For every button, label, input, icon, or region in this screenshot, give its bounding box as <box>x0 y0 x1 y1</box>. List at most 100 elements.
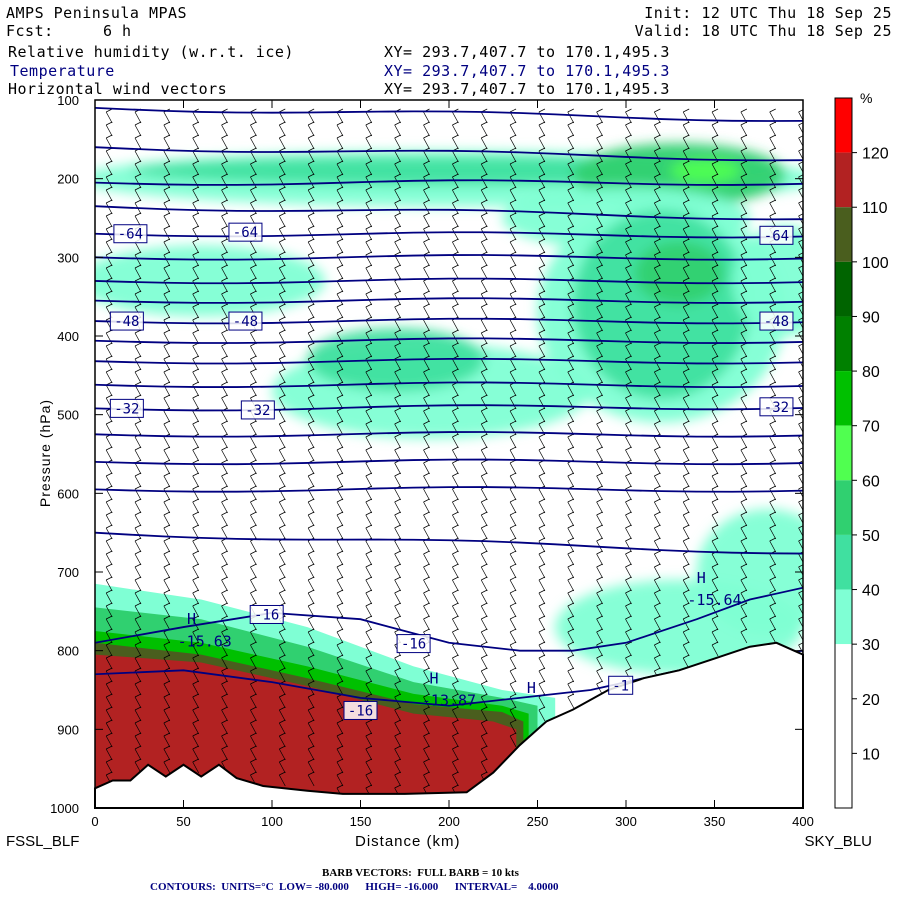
wind-barb <box>278 436 286 449</box>
wind-barb-flag <box>279 368 286 373</box>
wind-barb <box>596 462 603 475</box>
wind-barb-flag <box>567 628 574 633</box>
wind-barb <box>452 319 459 332</box>
wind-barb-flag <box>654 316 661 321</box>
wind-barb <box>682 605 690 618</box>
wind-barb <box>307 254 315 267</box>
wind-barb <box>394 514 401 527</box>
wind-barb <box>394 696 401 709</box>
wind-barb-flag <box>307 251 315 256</box>
wind-barb-flag <box>683 420 690 425</box>
wind-barb-flag <box>307 758 315 763</box>
wind-barb <box>192 319 200 332</box>
wind-barb-flag <box>509 446 517 451</box>
wind-barb <box>740 241 748 254</box>
wind-barb <box>452 423 459 436</box>
wind-barb-flag <box>452 719 459 724</box>
wind-barb <box>221 397 228 410</box>
wind-barb-flag <box>567 290 574 295</box>
wind-barb <box>711 371 719 384</box>
wind-barb-flag <box>134 199 142 204</box>
wind-barb-flag <box>250 524 257 529</box>
wind-barb-flag <box>134 732 142 737</box>
wind-barb <box>278 748 286 761</box>
wind-barb-flag <box>711 381 719 386</box>
wind-barb <box>105 189 113 202</box>
wind-barb <box>567 215 575 228</box>
wind-barb <box>769 605 777 618</box>
wind-barb <box>163 410 171 423</box>
wind-barb <box>250 540 257 553</box>
wind-barb <box>105 410 113 423</box>
wind-barb-flag <box>221 693 228 698</box>
wind-barb-flag <box>365 615 372 620</box>
wind-barb <box>278 202 286 215</box>
wind-barb-flag <box>163 199 171 204</box>
wind-barb-flag <box>654 368 661 373</box>
wind-barb <box>336 540 344 553</box>
wind-barb <box>105 709 113 722</box>
wind-barb <box>480 631 488 644</box>
wind-barb <box>221 527 228 540</box>
wind-barb-flag <box>279 511 286 516</box>
wind-barb-flag <box>683 173 690 178</box>
wind-barb <box>221 553 228 566</box>
wind-barb-flag <box>740 251 748 256</box>
wind-barb-flag <box>798 512 803 516</box>
wind-barb <box>250 683 257 696</box>
wind-barb-flag <box>596 108 603 113</box>
wind-barb <box>278 228 286 241</box>
wind-barb <box>221 319 228 332</box>
wind-barb <box>740 475 748 488</box>
wind-barb-flag <box>654 472 661 477</box>
wind-barb <box>480 527 488 540</box>
wind-barb-flag <box>596 342 603 347</box>
wind-barb-flag <box>250 628 257 633</box>
wind-barb-flag <box>538 238 546 243</box>
wind-barb <box>307 566 315 579</box>
wind-barb <box>452 345 459 358</box>
wind-barb-flag <box>221 277 228 282</box>
wind-barb-flag <box>279 524 286 529</box>
wind-barb <box>769 202 777 215</box>
wind-barb-flag <box>481 238 488 243</box>
wind-barb <box>134 527 142 540</box>
wind-barb-flag <box>336 719 344 724</box>
wind-barb-flag <box>394 654 401 659</box>
wind-barb-flag <box>596 420 603 425</box>
fcst-value: 6 h <box>103 22 132 40</box>
wind-barb-flag <box>134 524 142 529</box>
wind-barb-flag <box>365 550 372 555</box>
wind-barb-flag <box>452 264 459 269</box>
wind-barb <box>480 722 488 735</box>
wind-barb-flag <box>307 381 315 386</box>
wind-barb <box>221 228 228 241</box>
wind-barb-flag <box>481 641 488 646</box>
contour-label-box <box>228 311 263 331</box>
wind-barb-flag <box>481 420 488 425</box>
wind-barb <box>278 397 286 410</box>
wind-barb-flag <box>596 654 603 659</box>
wind-barb <box>192 241 200 254</box>
wind-barb-flag <box>106 225 113 230</box>
wind-barb <box>480 137 488 150</box>
wind-barb <box>625 592 632 605</box>
wind-barb <box>336 163 344 176</box>
wind-barb <box>105 488 113 501</box>
wind-barb-flag <box>538 160 546 165</box>
wind-barb-flag <box>163 121 171 126</box>
contour-label-box <box>396 634 431 654</box>
wind-barb <box>480 761 488 774</box>
wind-barb <box>163 735 171 748</box>
wind-barb-flag <box>567 667 574 672</box>
wind-barb-flag <box>538 615 546 620</box>
wind-barb-flag <box>250 277 257 282</box>
wind-barb-flag <box>163 498 171 503</box>
wind-barb-flag <box>596 641 603 646</box>
wind-barb-flag <box>452 368 459 373</box>
colorbar-bin <box>835 152 852 208</box>
wind-barb <box>307 384 315 397</box>
wind-barb-flag <box>481 576 488 581</box>
colorbar-bin <box>835 371 852 426</box>
wind-barb-flag <box>798 213 803 217</box>
